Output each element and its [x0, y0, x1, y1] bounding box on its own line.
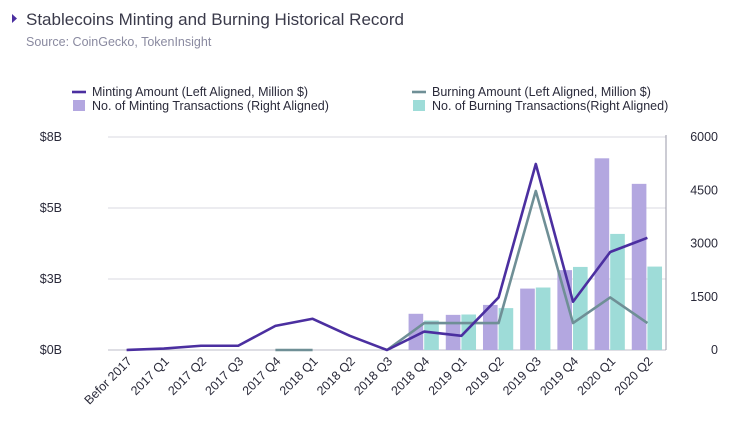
chart-subtitle: Source: CoinGecko, TokenInsight	[26, 35, 212, 49]
left-tick-label: $3B	[40, 272, 62, 286]
bar	[535, 287, 551, 350]
series-line	[386, 189, 649, 352]
left-tick-label: $0B	[40, 343, 62, 357]
category-label: 2020 Q1	[575, 354, 619, 398]
legend-box-swatch	[73, 100, 85, 111]
legend: Minting Amount (Left Aligned, Million $)…	[72, 85, 668, 113]
right-tick-label: 4500	[690, 183, 718, 197]
right-tick-label: 3000	[690, 237, 718, 251]
series-line	[126, 162, 648, 352]
bar	[647, 266, 663, 350]
category-label: 2018 Q1	[277, 354, 321, 398]
triangle-right-icon	[12, 14, 17, 23]
bar	[482, 304, 498, 350]
legend-label: No. of Minting Transactions (Right Align…	[92, 99, 329, 113]
bar	[610, 233, 625, 350]
category-label: 2019 Q2	[463, 354, 507, 398]
legend-label: Burning Amount (Left Aligned, Million $)	[432, 85, 651, 99]
category-label: 2018 Q3	[351, 354, 395, 398]
legend-label: No. of Burning Transactions(Right Aligne…	[432, 99, 668, 113]
category-label: Befor 2017	[82, 354, 135, 407]
category-label: 2017 Q4	[240, 354, 284, 398]
right-tick-label: 1500	[690, 290, 718, 304]
category-label: 2018 Q2	[314, 354, 358, 398]
bar	[445, 314, 461, 350]
category-label: 2020 Q2	[612, 354, 656, 398]
bar	[573, 266, 588, 350]
chart-title: Stablecoins Minting and Burning Historic…	[26, 10, 404, 29]
legend-label: Minting Amount (Left Aligned, Million $)	[92, 85, 308, 99]
bar	[498, 308, 514, 350]
bars	[408, 158, 663, 350]
category-label: 2017 Q3	[203, 354, 247, 398]
category-label: 2018 Q4	[389, 354, 433, 398]
bar	[557, 270, 572, 350]
right-tick-label: 6000	[690, 130, 718, 144]
bar	[424, 320, 439, 350]
right-tick-label: 0	[711, 343, 718, 357]
bar	[408, 313, 424, 350]
left-tick-label: $8B	[40, 130, 62, 144]
bar	[520, 288, 535, 350]
lines	[126, 162, 649, 352]
category-label: 2019 Q3	[500, 354, 544, 398]
legend-box-swatch	[413, 100, 425, 111]
left-tick-label: $5B	[40, 201, 62, 215]
category-label: 2019 Q4	[537, 354, 581, 398]
bar	[631, 183, 647, 350]
category-label: 2017 Q1	[128, 354, 172, 398]
category-label: 2019 Q1	[426, 354, 470, 398]
category-label: 2017 Q2	[165, 354, 209, 398]
